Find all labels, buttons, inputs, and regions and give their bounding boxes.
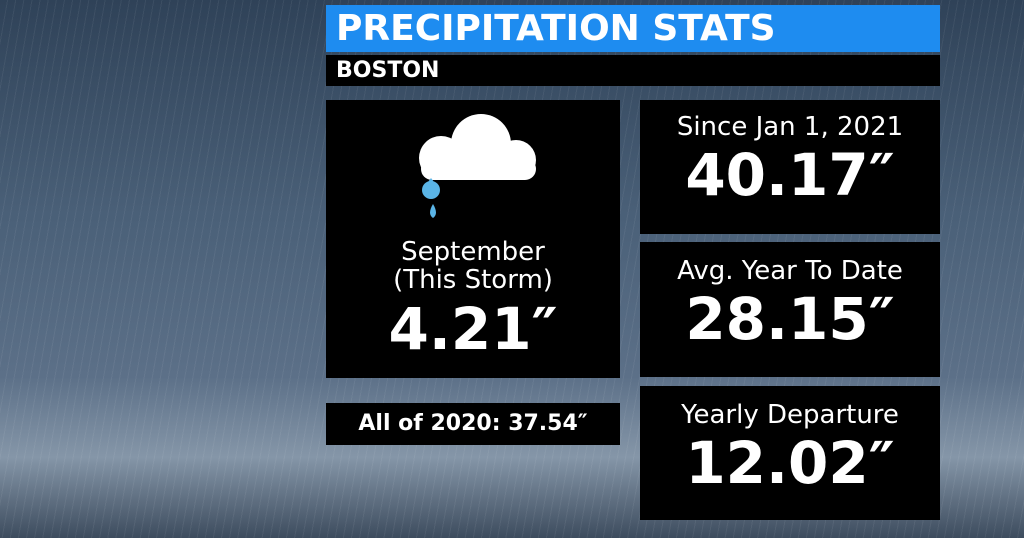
stat-label: Yearly Departure bbox=[681, 400, 899, 430]
stat-label: Since Jan 1, 2021 bbox=[676, 112, 904, 142]
storm-note: (This Storm) bbox=[393, 265, 553, 295]
stat-value: 40.17″ bbox=[685, 141, 895, 209]
storm-panel: September (This Storm) 4.21″ bbox=[326, 100, 620, 378]
stat-value: 12.02″ bbox=[685, 429, 895, 497]
title: PRECIPITATION STATS bbox=[326, 5, 940, 52]
stat-panel: Since Jan 1, 2021 40.17″ bbox=[640, 100, 940, 234]
stat-panel: Yearly Departure 12.02″ bbox=[640, 386, 940, 520]
stat-value: 28.15″ bbox=[685, 285, 895, 353]
stat-label: Avg. Year To Date bbox=[677, 256, 903, 286]
year-2020: All of 2020: 37.54″ bbox=[326, 403, 620, 445]
subtitle: BOSTON bbox=[326, 55, 940, 86]
stat-panel: Avg. Year To Date 28.15″ bbox=[640, 242, 940, 377]
rain-cloud-icon bbox=[419, 114, 536, 218]
storm-amount: 4.21″ bbox=[388, 295, 558, 363]
storm-month: September bbox=[401, 237, 545, 267]
